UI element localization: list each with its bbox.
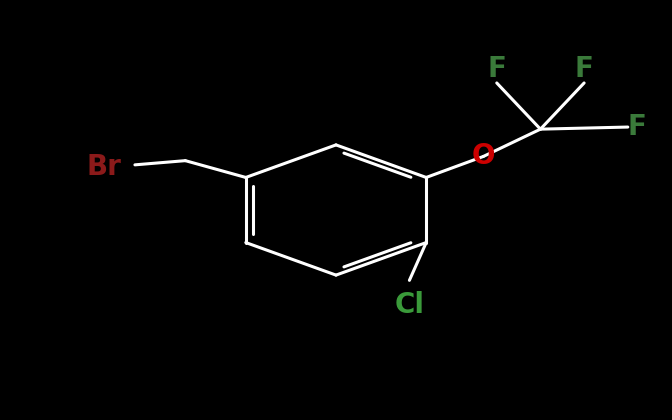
Text: F: F bbox=[487, 55, 506, 83]
Text: F: F bbox=[575, 55, 593, 83]
Text: Br: Br bbox=[87, 153, 122, 181]
Text: O: O bbox=[472, 142, 495, 171]
Text: F: F bbox=[628, 113, 646, 141]
Text: Cl: Cl bbox=[394, 291, 425, 319]
